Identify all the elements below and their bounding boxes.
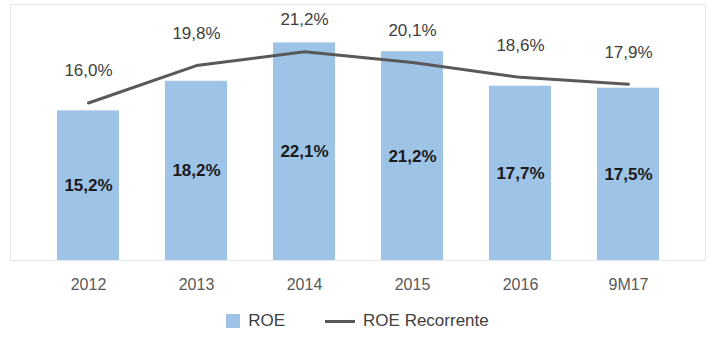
svg-text:15,2%: 15,2% [64,176,112,195]
svg-text:18,2%: 18,2% [172,161,220,180]
svg-text:9M17: 9M17 [608,276,648,293]
svg-text:17,5%: 17,5% [604,165,652,184]
svg-text:19,8%: 19,8% [172,24,220,43]
svg-text:2015: 2015 [395,276,431,293]
svg-text:2012: 2012 [71,276,107,293]
svg-text:18,6%: 18,6% [496,36,544,55]
svg-text:17,9%: 17,9% [604,43,652,62]
svg-text:21,2%: 21,2% [280,10,328,29]
svg-text:17,7%: 17,7% [496,164,544,183]
svg-text:22,1%: 22,1% [280,142,328,161]
svg-text:2014: 2014 [287,276,323,293]
svg-text:2013: 2013 [179,276,215,293]
html-text:ROE: ROE [248,311,286,330]
svg-text:2016: 2016 [503,276,539,293]
svg-text:20,1%: 20,1% [388,21,436,40]
svg-text:16,0%: 16,0% [64,61,112,80]
html-text:ROE Recorrente: ROE Recorrente [363,311,489,330]
svg-text:21,2%: 21,2% [388,147,436,166]
